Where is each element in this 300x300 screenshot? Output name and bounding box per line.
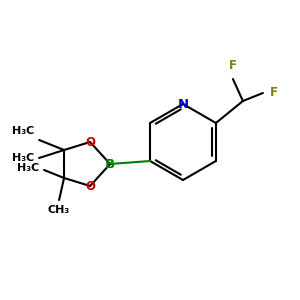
Text: N: N bbox=[177, 98, 189, 110]
Text: O: O bbox=[85, 179, 95, 193]
Text: F: F bbox=[270, 86, 278, 100]
Text: O: O bbox=[85, 136, 95, 148]
Text: H₃C: H₃C bbox=[17, 163, 39, 173]
Text: H₃C: H₃C bbox=[12, 126, 34, 136]
Text: F: F bbox=[229, 59, 237, 72]
Text: H₃C: H₃C bbox=[12, 153, 34, 163]
Text: CH₃: CH₃ bbox=[48, 205, 70, 215]
Text: B: B bbox=[105, 158, 115, 170]
